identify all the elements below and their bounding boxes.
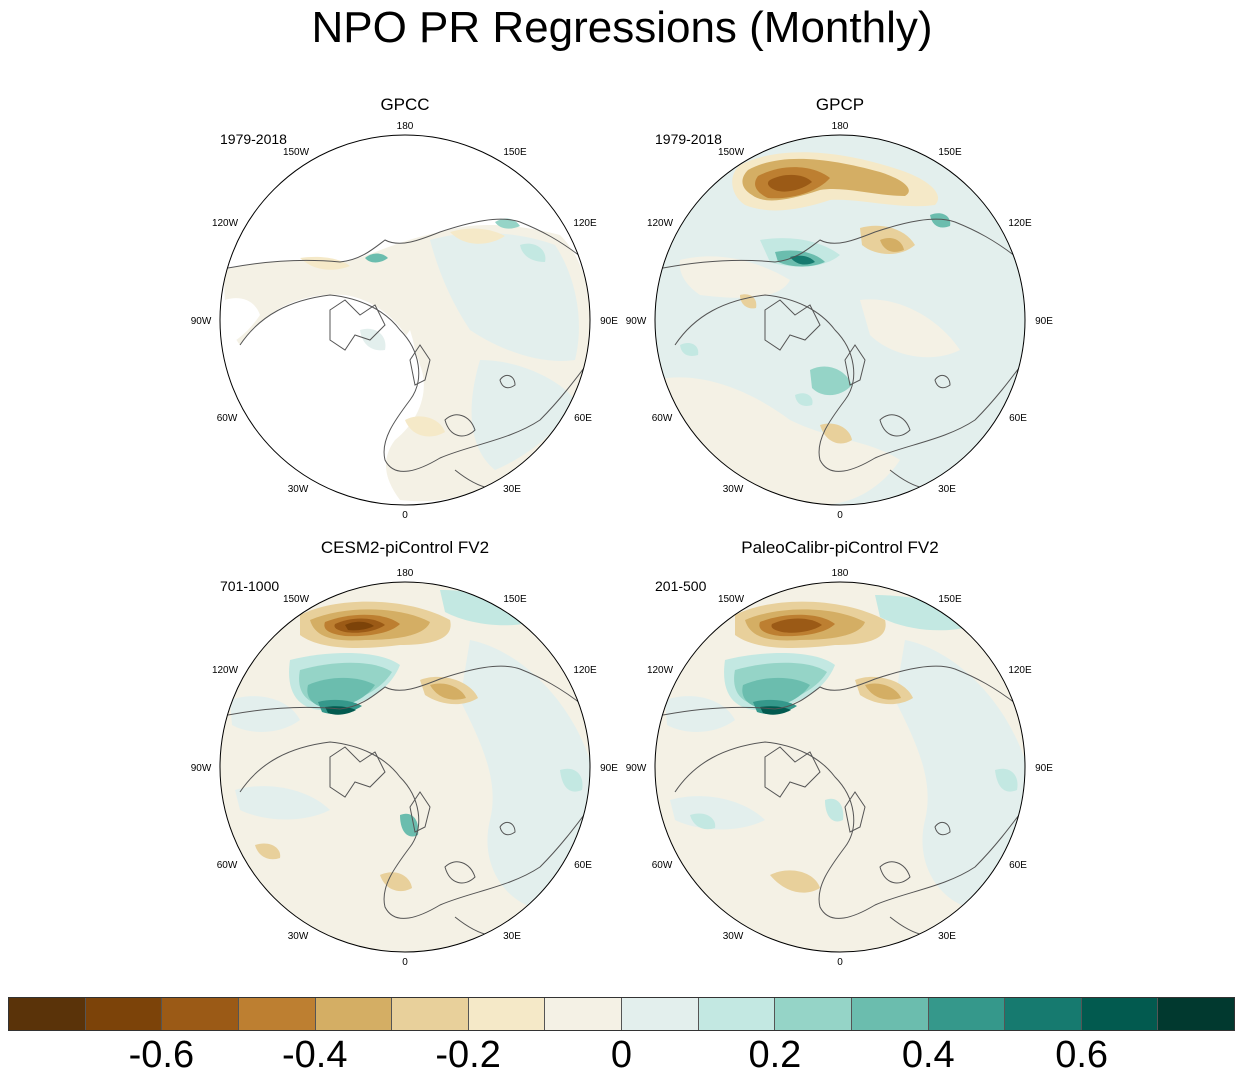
colorbar-swatch bbox=[1158, 998, 1234, 1030]
svg-text:60W: 60W bbox=[652, 413, 673, 424]
longitude-labels: 180 150E 120E 90E 60E 30E 0 30W 60W 90W … bbox=[191, 121, 619, 521]
colorbar-swatch bbox=[775, 998, 852, 1030]
map-field bbox=[655, 135, 1025, 505]
colorbar-swatch bbox=[85, 998, 163, 1030]
map-field bbox=[655, 582, 1025, 952]
svg-text:60W: 60W bbox=[217, 860, 238, 871]
svg-text:120E: 120E bbox=[573, 665, 597, 676]
svg-text:90W: 90W bbox=[191, 316, 212, 327]
colorbar-tick-label: 0.6 bbox=[1055, 1034, 1109, 1076]
colorbar-swatch bbox=[9, 998, 86, 1030]
colorbar-tick-label: 0.4 bbox=[901, 1034, 955, 1076]
svg-text:120W: 120W bbox=[212, 665, 239, 676]
svg-text:60E: 60E bbox=[574, 860, 592, 871]
colorbar-swatch bbox=[315, 998, 393, 1030]
svg-text:60W: 60W bbox=[217, 413, 238, 424]
svg-text:90W: 90W bbox=[626, 763, 647, 774]
longitude-labels: 180 150E 120E 90E 60E 30E 0 30W 60W 90W … bbox=[626, 121, 1054, 521]
svg-text:60W: 60W bbox=[652, 860, 673, 871]
panel-gpcp: GPCP 1979-2018 bbox=[626, 95, 1054, 521]
panel-title: PaleoCalibr-piControl FV2 bbox=[741, 538, 938, 557]
svg-text:30E: 30E bbox=[938, 931, 956, 942]
svg-text:150W: 150W bbox=[718, 147, 745, 158]
main-title: NPO PR Regressions (Monthly) bbox=[311, 3, 933, 52]
period-label: 201-500 bbox=[655, 578, 707, 594]
svg-text:120W: 120W bbox=[647, 218, 674, 229]
svg-text:180: 180 bbox=[832, 568, 849, 579]
period-label: 1979-2018 bbox=[655, 131, 722, 147]
svg-text:30E: 30E bbox=[503, 484, 521, 495]
panel-gpcc: GPCC 1979-2018 bbox=[191, 95, 619, 521]
svg-text:30W: 30W bbox=[723, 484, 744, 495]
period-label: 701-1000 bbox=[220, 578, 279, 594]
colorbar-swatch bbox=[928, 998, 1006, 1030]
svg-text:0: 0 bbox=[837, 510, 843, 521]
colorbar-swatch bbox=[162, 998, 239, 1030]
svg-text:150E: 150E bbox=[503, 147, 527, 158]
svg-text:180: 180 bbox=[397, 121, 414, 132]
svg-text:0: 0 bbox=[402, 957, 408, 968]
colorbar-swatch bbox=[851, 998, 929, 1030]
svg-text:30E: 30E bbox=[503, 931, 521, 942]
panel-title: CESM2-piControl FV2 bbox=[321, 538, 489, 557]
svg-text:120E: 120E bbox=[573, 218, 597, 229]
map-field bbox=[220, 135, 590, 505]
svg-text:120W: 120W bbox=[647, 665, 674, 676]
svg-text:0: 0 bbox=[402, 510, 408, 521]
svg-text:180: 180 bbox=[832, 121, 849, 132]
svg-text:150E: 150E bbox=[938, 147, 962, 158]
svg-text:150W: 150W bbox=[283, 147, 310, 158]
panel-paleocalibr: PaleoCalibr-piControl FV2 201-500 bbox=[626, 538, 1054, 968]
svg-text:60E: 60E bbox=[1009, 860, 1027, 871]
svg-text:90W: 90W bbox=[626, 316, 647, 327]
svg-text:150E: 150E bbox=[503, 594, 527, 605]
colorbar-tick-label: 0.2 bbox=[748, 1034, 802, 1076]
svg-text:30W: 30W bbox=[723, 931, 744, 942]
svg-text:90E: 90E bbox=[1035, 763, 1053, 774]
panel-title: GPCC bbox=[380, 95, 429, 114]
svg-text:30W: 30W bbox=[288, 931, 309, 942]
panel-title: GPCP bbox=[816, 95, 864, 114]
svg-text:120W: 120W bbox=[212, 218, 239, 229]
colorbar-swatch bbox=[698, 998, 776, 1030]
svg-text:90W: 90W bbox=[191, 763, 212, 774]
colorbar-tick-label: 0 bbox=[610, 1034, 633, 1076]
colorbar-swatch bbox=[468, 998, 546, 1030]
map-frame bbox=[219, 134, 591, 506]
svg-text:90E: 90E bbox=[600, 763, 618, 774]
colorbar-swatch bbox=[238, 998, 316, 1030]
map-frame bbox=[654, 134, 1026, 506]
colorbar-swatch bbox=[392, 998, 469, 1030]
svg-text:150E: 150E bbox=[938, 594, 962, 605]
colorbar-swatch bbox=[545, 998, 622, 1030]
colorbar-tick-label: -0.6 bbox=[128, 1034, 195, 1076]
svg-text:60E: 60E bbox=[574, 413, 592, 424]
svg-text:90E: 90E bbox=[600, 316, 618, 327]
colorbar-swatch bbox=[1005, 998, 1082, 1030]
svg-text:120E: 120E bbox=[1008, 218, 1032, 229]
period-label: 1979-2018 bbox=[220, 131, 287, 147]
colorbar-tick-label: -0.2 bbox=[435, 1034, 501, 1076]
map-frame bbox=[654, 581, 1026, 953]
svg-text:30W: 30W bbox=[288, 484, 309, 495]
panel-cesm2: CESM2-piControl FV2 701-1000 bbox=[191, 538, 619, 968]
svg-text:150W: 150W bbox=[718, 594, 745, 605]
svg-text:150W: 150W bbox=[283, 594, 310, 605]
longitude-labels: 180 150E 120E 90E 60E 30E 0 30W 60W 90W … bbox=[191, 568, 619, 968]
colorbar-tick-label: -0.4 bbox=[282, 1034, 348, 1076]
longitude-labels: 180 150E 120E 90E 60E 30E 0 30W 60W 90W … bbox=[626, 568, 1054, 968]
svg-text:0: 0 bbox=[837, 957, 843, 968]
svg-text:120E: 120E bbox=[1008, 665, 1032, 676]
map-field bbox=[220, 582, 590, 952]
svg-text:180: 180 bbox=[397, 568, 414, 579]
svg-text:60E: 60E bbox=[1009, 413, 1027, 424]
colorbar-swatch bbox=[1081, 998, 1159, 1030]
colorbar bbox=[8, 997, 1235, 1031]
svg-text:30E: 30E bbox=[938, 484, 956, 495]
svg-text:90E: 90E bbox=[1035, 316, 1053, 327]
colorbar-swatch bbox=[622, 998, 699, 1030]
map-frame bbox=[219, 581, 591, 953]
